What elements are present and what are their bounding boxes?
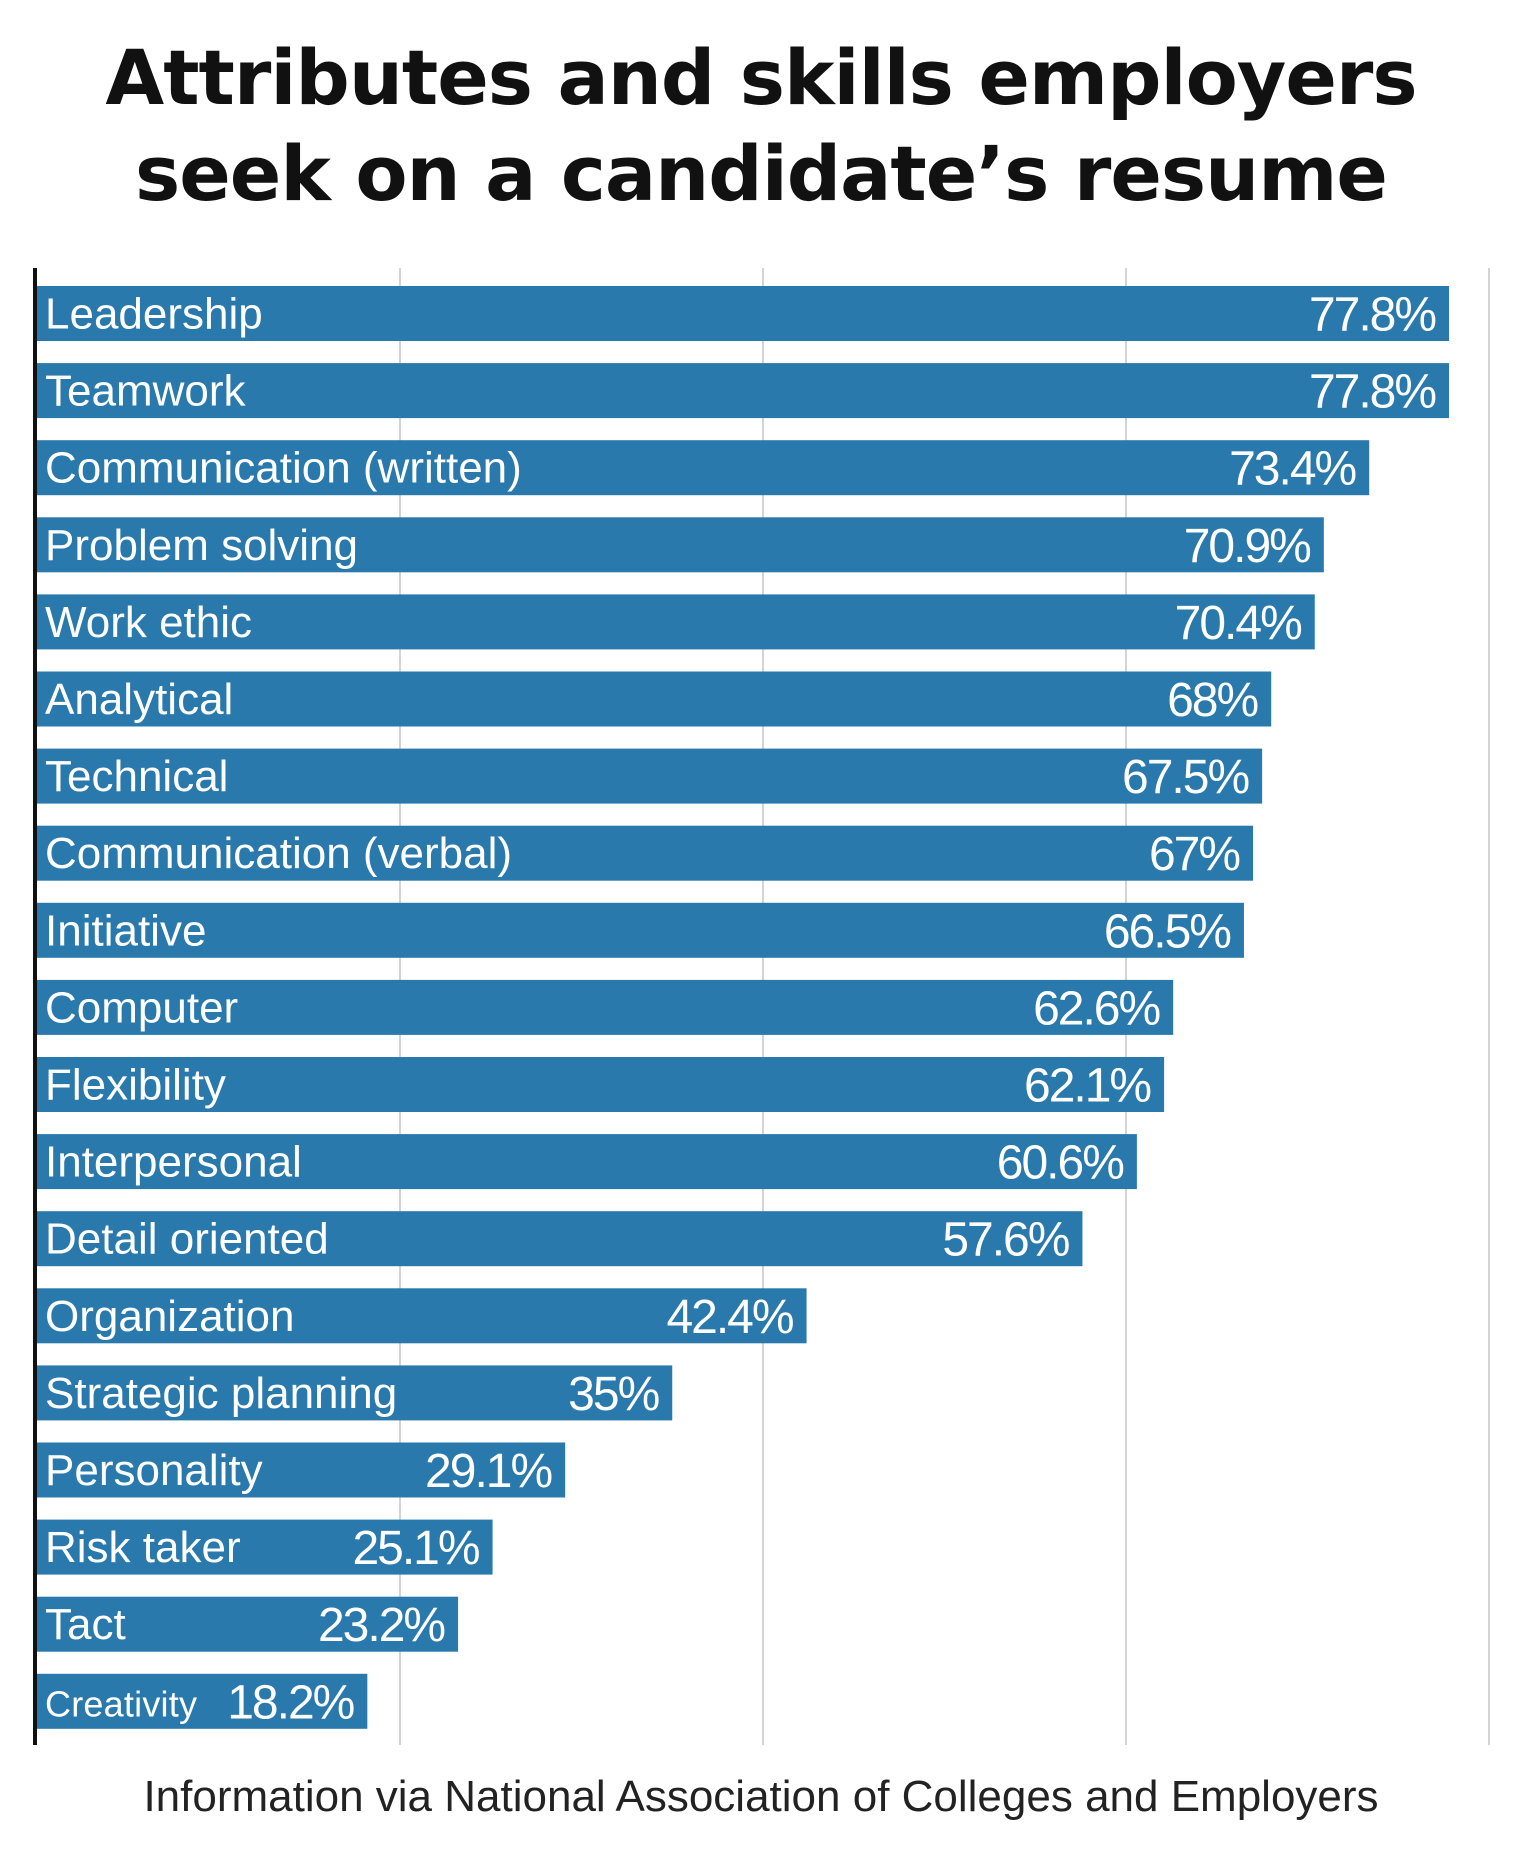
value-label: 25.1%	[352, 1522, 478, 1575]
bar-row: Communication (written) 73.4%	[37, 440, 1370, 496]
bar	[37, 1057, 1165, 1112]
bar-row: Detail oriented 57.6%	[37, 1211, 1083, 1267]
bar-row: Technical 67.5%	[37, 748, 1263, 804]
value-label: 70.4%	[1175, 597, 1301, 650]
category-label: Problem solving	[45, 521, 358, 570]
value-label: 67%	[1149, 828, 1239, 881]
category-label: Strategic planning	[45, 1369, 397, 1418]
value-label: 35%	[568, 1368, 658, 1421]
bar-row: Tact 23.2%	[37, 1596, 459, 1652]
category-label: Organization	[45, 1292, 294, 1341]
bar	[37, 671, 1272, 727]
category-label: Teamwork	[45, 367, 246, 416]
chart-title-line-1: Attributes and skills employers	[105, 33, 1417, 122]
chart-title-line-2: seek on a candidate’s resume	[135, 129, 1388, 218]
bar	[37, 1442, 566, 1498]
value-label: 42.4%	[666, 1291, 792, 1344]
bar-row: Flexibility 62.1%	[37, 1057, 1165, 1113]
value-label: 67.5%	[1122, 751, 1248, 804]
bar-row: Analytical 68%	[37, 671, 1272, 727]
bar-row: Problem solving 70.9%	[37, 517, 1324, 573]
bar-row: Creativity 18.2%	[37, 1673, 368, 1729]
category-label: Creativity	[45, 1683, 197, 1724]
bar	[37, 363, 1450, 419]
bar	[37, 825, 1254, 881]
category-label: Tact	[45, 1600, 126, 1649]
bar-row: Work ethic 70.4%	[37, 594, 1315, 650]
value-label: 62.1%	[1024, 1060, 1150, 1113]
bar	[37, 1519, 493, 1575]
bar-row: Teamwork 77.8%	[37, 363, 1450, 419]
category-label: Detail oriented	[45, 1215, 329, 1264]
category-label: Work ethic	[45, 598, 252, 647]
category-label: Communication (verbal)	[45, 829, 512, 878]
bar	[37, 594, 1315, 650]
category-label: Leadership	[45, 290, 263, 339]
bar	[37, 286, 1450, 341]
category-label: Technical	[45, 752, 228, 801]
source-note: Information via National Association of …	[143, 1772, 1379, 1821]
value-label: 73.4%	[1229, 443, 1355, 496]
value-label: 66.5%	[1104, 905, 1230, 958]
value-label: 23.2%	[318, 1599, 444, 1652]
bar	[37, 440, 1370, 496]
bar-row: Risk taker 25.1%	[37, 1519, 493, 1575]
value-label: 60.6%	[997, 1137, 1123, 1190]
bar	[37, 902, 1244, 958]
bar	[37, 1673, 368, 1729]
bar	[37, 1596, 459, 1652]
chart-title: Attributes and skills employers seek on …	[0, 30, 1522, 222]
category-label: Computer	[45, 983, 238, 1032]
value-label: 77.8%	[1309, 289, 1435, 342]
category-label: Communication (written)	[45, 444, 522, 493]
value-label: 62.6%	[1033, 982, 1159, 1035]
bar	[37, 979, 1174, 1035]
bar	[37, 1365, 673, 1421]
bar	[37, 1211, 1083, 1267]
value-label: 68%	[1167, 674, 1257, 727]
bar-row: Initiative 66.5%	[37, 902, 1244, 958]
bar-row: Personality 29.1%	[37, 1442, 566, 1498]
value-label: 29.1%	[425, 1445, 551, 1498]
bar	[37, 748, 1263, 804]
value-label: 18.2%	[227, 1676, 353, 1729]
bar-chart: Leadership 77.8% Teamwork 77.8% Communicatio…	[33, 268, 1490, 1745]
category-label: Flexibility	[45, 1061, 226, 1110]
category-label: Personality	[45, 1446, 263, 1495]
category-label: Initiative	[45, 906, 206, 955]
category-label: Risk taker	[45, 1523, 241, 1572]
bar-layer: Leadership 77.8% Teamwork 77.8% Communicatio…	[37, 286, 1450, 1729]
bar-row: Organization 42.4%	[37, 1288, 807, 1344]
bar-row: Communication (verbal) 67%	[37, 825, 1254, 881]
category-label: Analytical	[45, 675, 233, 724]
bar-row: Interpersonal 60.6%	[37, 1134, 1137, 1190]
category-label: Interpersonal	[45, 1138, 302, 1187]
bar-row: Computer 62.6%	[37, 979, 1174, 1035]
value-label: 77.8%	[1309, 366, 1435, 419]
bar-row: Leadership 77.8%	[37, 286, 1450, 342]
bar	[37, 1134, 1137, 1190]
bar	[37, 1288, 807, 1344]
bar	[37, 517, 1324, 573]
bar-row: Strategic planning 35%	[37, 1365, 673, 1421]
value-label: 57.6%	[942, 1214, 1068, 1267]
value-label: 70.9%	[1184, 520, 1310, 573]
